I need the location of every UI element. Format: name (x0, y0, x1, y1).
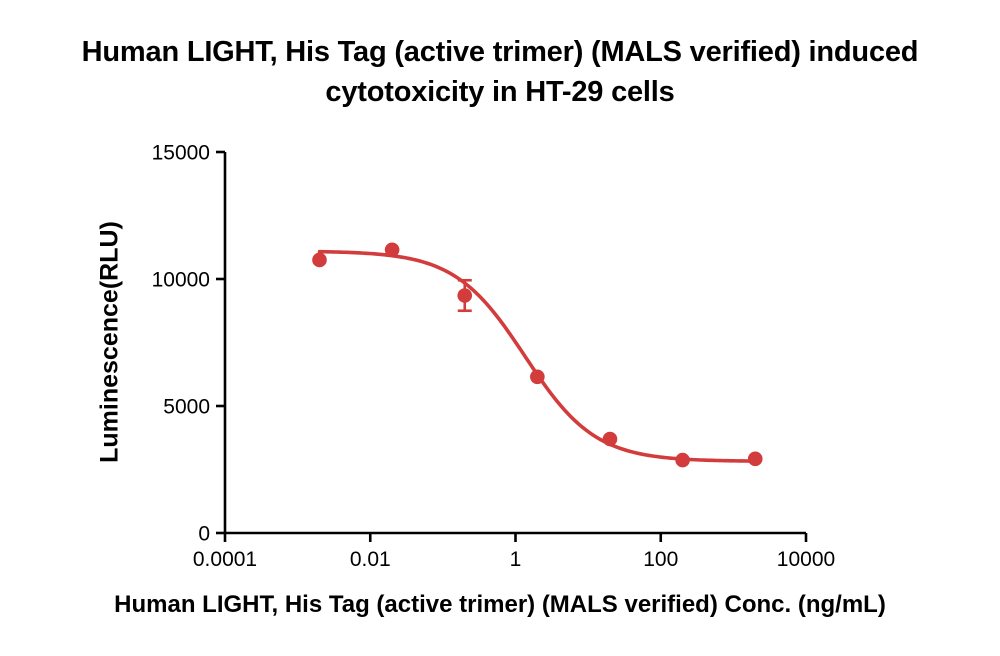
data-point (312, 252, 327, 268)
chart-title-line-2: cytotoxicity in HT-29 cells (325, 76, 675, 108)
data-point (602, 431, 618, 447)
chart-title: Human LIGHT, His Tag (active trimer) (MA… (0, 32, 1000, 112)
x-tick-label: 10000 (777, 548, 835, 571)
x-axis-title: Human LIGHT, His Tag (active trimer) (MA… (114, 591, 886, 618)
data-point (675, 452, 690, 468)
y-tick-label: 10000 (152, 268, 210, 291)
x-tick-label: 100 (643, 548, 678, 571)
y-tick-label: 0 (198, 522, 210, 545)
x-tick-label: 1 (510, 548, 522, 571)
data-point (457, 288, 473, 303)
x-tick-label: 0.01 (350, 548, 391, 571)
data-point (530, 369, 545, 385)
data-point (384, 242, 400, 258)
y-tick-label: 15000 (152, 141, 210, 164)
chart-title-line-1: Human LIGHT, His Tag (active trimer) (MA… (81, 36, 919, 68)
fit-curve (317, 249, 758, 463)
x-tick-label: 0.0001 (193, 548, 257, 571)
y-tick-label: 5000 (163, 395, 210, 418)
data-point (747, 451, 763, 467)
